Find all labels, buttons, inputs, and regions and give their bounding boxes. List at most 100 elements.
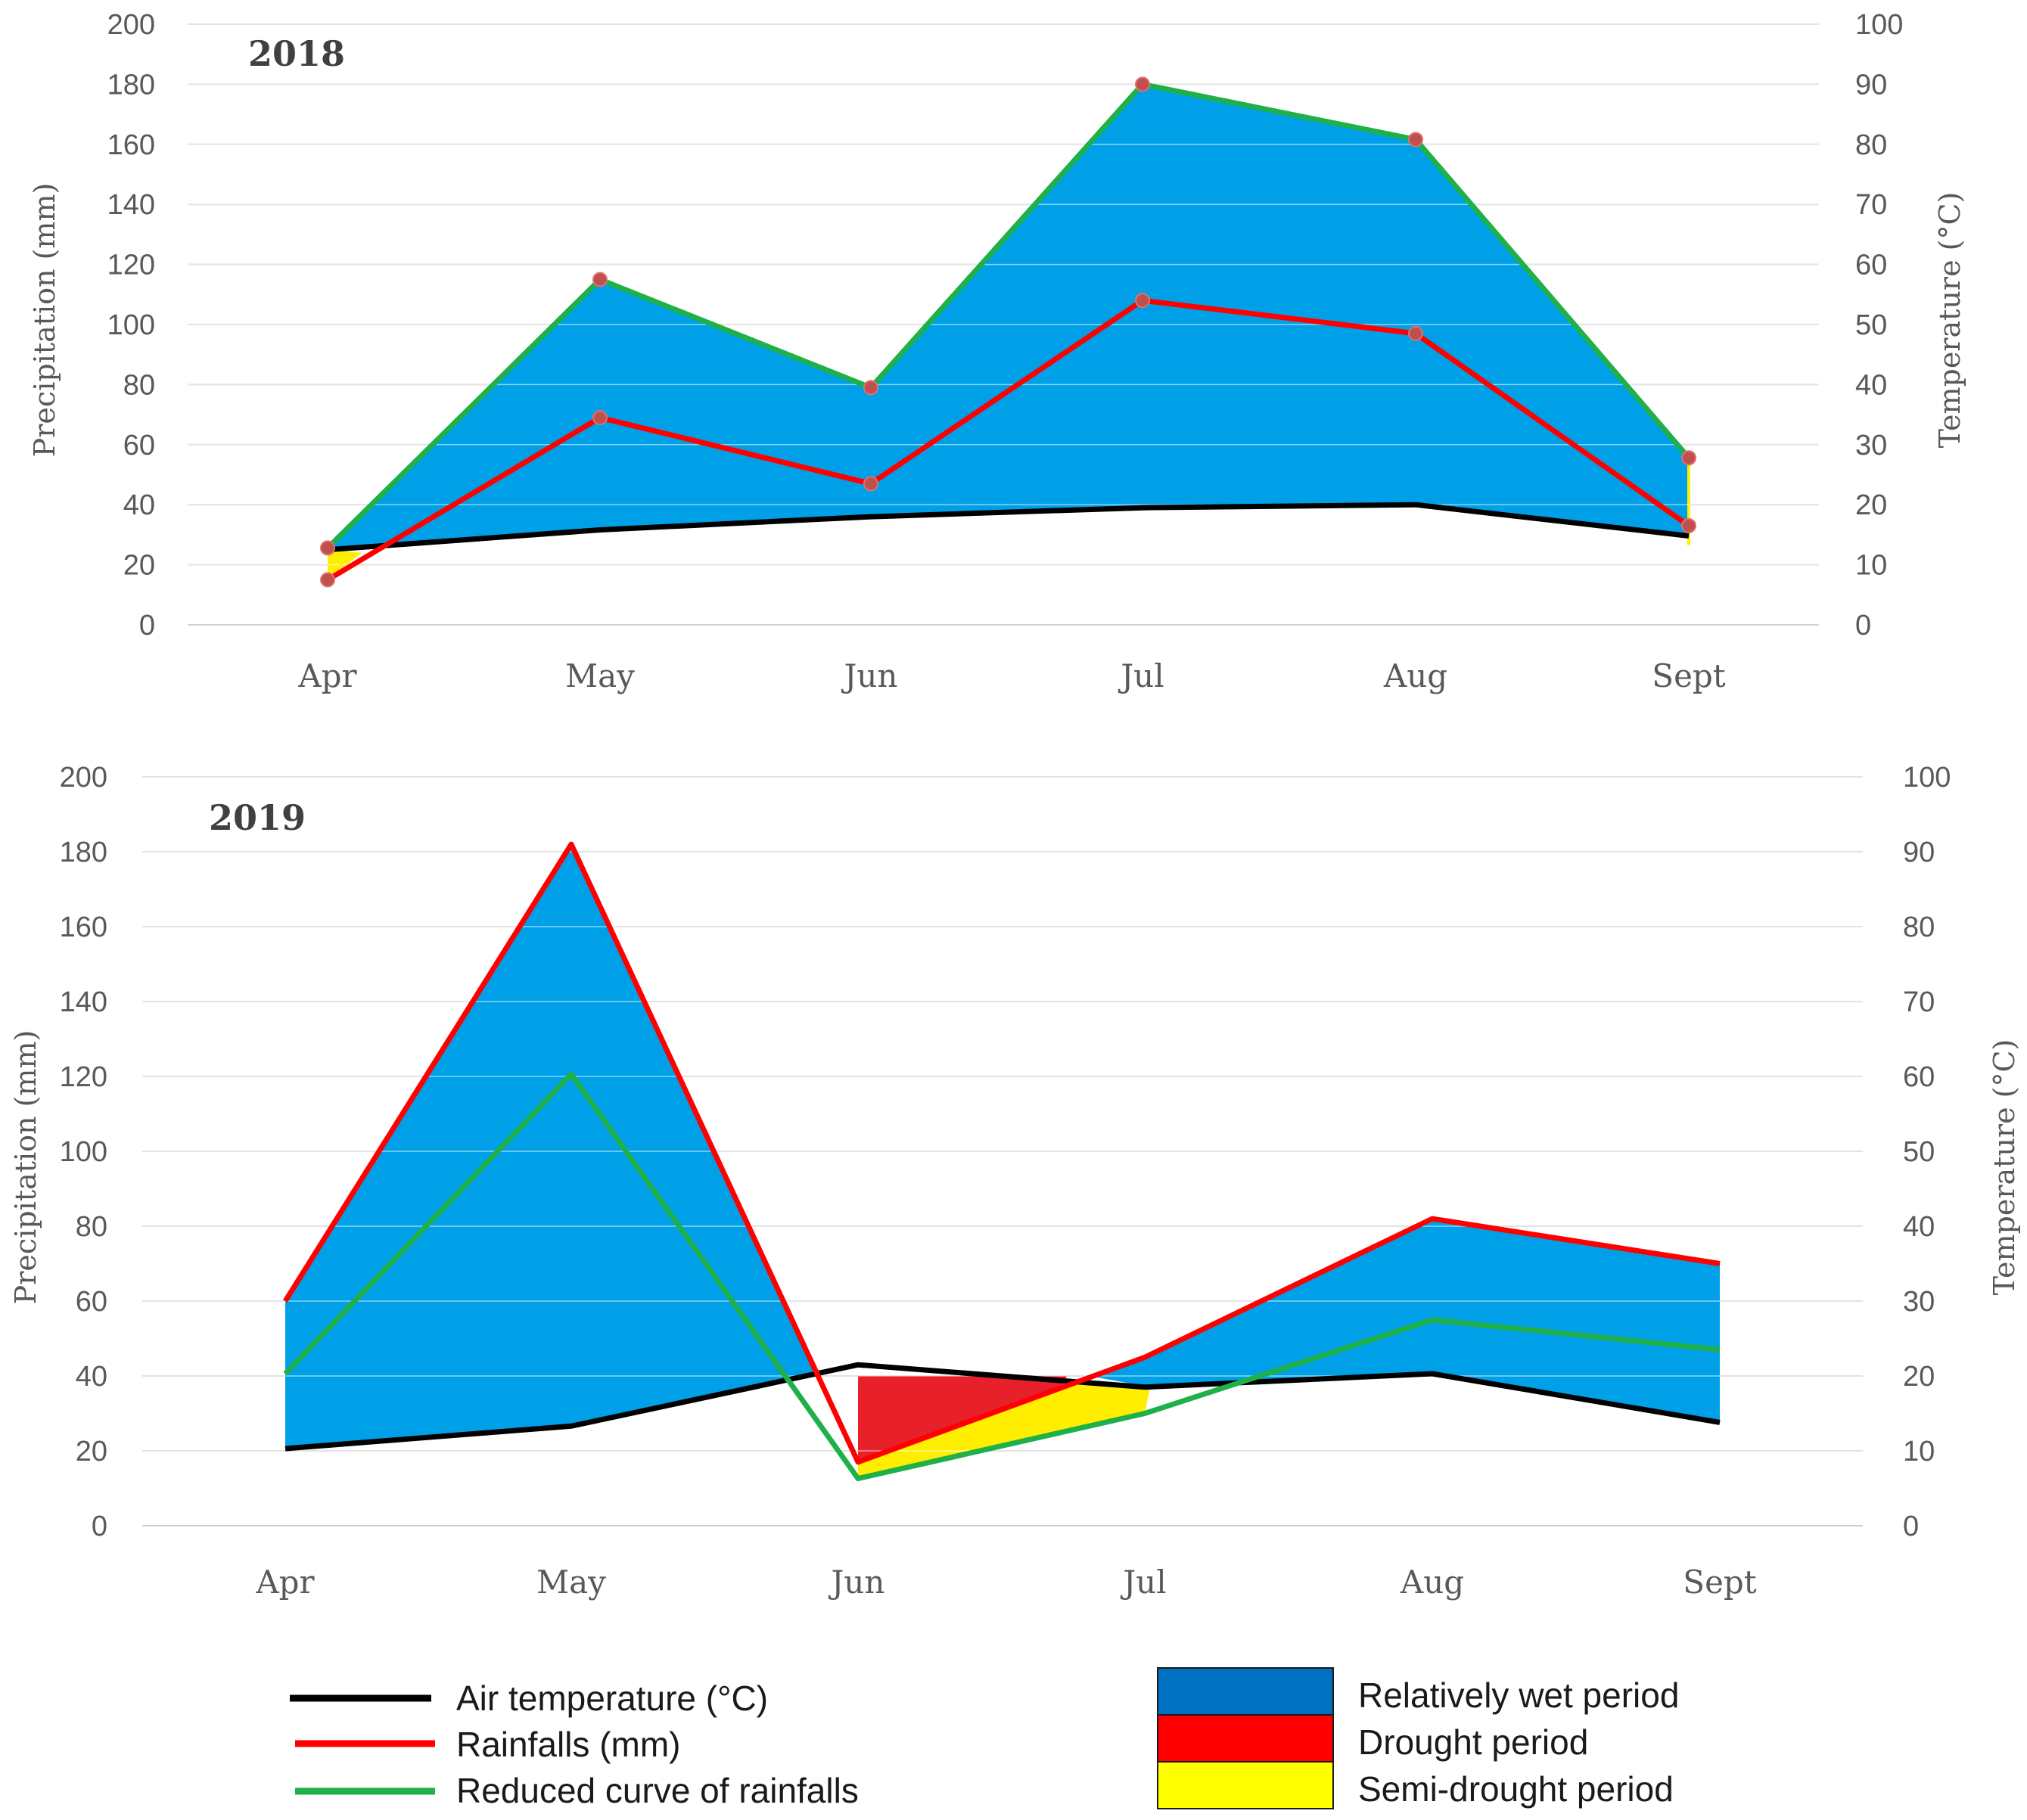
chart-2019-y2tick-label: 10 <box>1903 1436 1935 1467</box>
chart-2018-series-rainfalls <box>326 297 1691 582</box>
chart-2018-xtick-label: Aug <box>1383 657 1447 694</box>
chart-2018-xtick-label: Apr <box>297 657 357 694</box>
chart-2019-y2tick-label: 30 <box>1903 1286 1935 1318</box>
legend-label-rainfalls: Rainfalls (mm) <box>456 1725 680 1764</box>
chart-2018-point-rainfalls <box>1408 325 1423 341</box>
chart-2018-point-rainfalls <box>320 572 335 588</box>
chart-2019-ytick-label: 20 <box>76 1436 107 1467</box>
chart-2019-ytick-label: 80 <box>76 1211 107 1243</box>
chart-2018-y2label: Temperature (°C) <box>1933 192 1966 449</box>
chart-2019-wet-period-area <box>285 844 825 1449</box>
chart-2019-period-fills <box>142 776 1863 1479</box>
chart-2019-y2tick-label: 50 <box>1903 1136 1935 1168</box>
chart-2019-series-reduced-curve <box>283 1071 1721 1482</box>
chart-2018-series-air-temperature <box>327 502 1690 553</box>
chart-2019-ticks: 0 0 20 10 40 20 60 30 80 40 100 50 120 60 140 70 160 80 18… <box>60 762 1951 1601</box>
chart-2018-point-rainfalls <box>863 476 878 492</box>
chart-2018-ylabel: Precipitation (mm) <box>28 183 61 458</box>
chart-2019-ytick-label: 180 <box>60 837 107 868</box>
legend-swatch-drought-period <box>1157 1714 1334 1763</box>
legend: Air temperature (°C) Rainfalls (mm) Redu… <box>290 1667 1679 1810</box>
chart-2018-y2tick-label: 10 <box>1855 550 1887 582</box>
chart-2019-ytick-label: 140 <box>60 986 107 1018</box>
chart-2019-wet-period-area <box>1090 1219 1720 1423</box>
chart-2018-point-reduced-curve <box>1681 450 1696 466</box>
chart-2019-y2tick-label: 80 <box>1903 912 1935 943</box>
chart-2019-y2tick-label: 100 <box>1903 762 1951 794</box>
chart-2018-ytick-label: 0 <box>139 610 155 641</box>
chart-2019-y2tick-label: 70 <box>1903 986 1935 1018</box>
chart-2019-xtick-label: Aug <box>1400 1564 1464 1601</box>
chart-2018-ytick-label: 60 <box>123 430 155 461</box>
chart-2018: 0 0 20 10 40 20 60 30 80 40 100 50 120 60 140 70 160 80 18… <box>28 9 1966 694</box>
chart-2019-xtick-label: May <box>536 1564 606 1601</box>
chart-2018-period-fills <box>188 23 1819 580</box>
chart-2018-y2tick-label: 0 <box>1855 610 1871 641</box>
chart-2018-ytick-label: 180 <box>107 69 155 101</box>
chart-2019-y2tick-label: 90 <box>1903 837 1935 868</box>
legend-label-semi-drought-period: Semi-drought period <box>1358 1769 1674 1809</box>
legend-swatch-semi-drought-period <box>1157 1761 1334 1809</box>
chart-2018-y2tick-label: 100 <box>1855 9 1903 41</box>
chart-2018-wet-period-area <box>328 84 1689 550</box>
chart-2018-point-reduced-curve <box>320 540 335 556</box>
legend-label-air-temperature: Air temperature (°C) <box>456 1679 768 1718</box>
chart-2018-series <box>320 76 1696 588</box>
legend-label-reduced-curve: Reduced curve of rainfalls <box>456 1771 859 1810</box>
chart-2019-y2tick-label: 60 <box>1903 1061 1935 1093</box>
chart-2018-point-reduced-curve <box>863 380 878 396</box>
chart-2018-y2tick-label: 70 <box>1855 189 1887 221</box>
legend-label-wet-period: Relatively wet period <box>1358 1676 1679 1715</box>
chart-2019-ytick-label: 0 <box>92 1511 107 1542</box>
chart-2019-ytick-label: 160 <box>60 912 107 943</box>
chart-2018-y2tick-label: 20 <box>1855 489 1887 521</box>
chart-2019-xtick-label: Jun <box>829 1564 885 1601</box>
chart-2018-point-reduced-curve <box>592 272 608 287</box>
chart-2018-y2tick-label: 50 <box>1855 309 1887 341</box>
chart-2018-point-rainfalls <box>592 410 608 426</box>
legend-swatch-wet-period <box>1157 1667 1334 1716</box>
chart-2018-point-reduced-curve <box>1135 76 1150 92</box>
chart-2018-ytick-label: 20 <box>123 550 155 582</box>
chart-2019-y2tick-label: 0 <box>1903 1511 1919 1542</box>
chart-2019-xtick-label: Sept <box>1683 1564 1757 1601</box>
chart-2019-y2tick-label: 20 <box>1903 1361 1935 1393</box>
chart-2018-ticks: 0 0 20 10 40 20 60 30 80 40 100 50 120 60 140 70 160 80 18… <box>107 9 1904 694</box>
chart-2019-xtick-label: Apr <box>255 1564 315 1601</box>
legend-label-drought-period: Drought period <box>1358 1722 1588 1762</box>
chart-2018-ytick-label: 200 <box>107 9 155 41</box>
chart-2018-y2tick-label: 90 <box>1855 69 1887 101</box>
chart-2018-ytick-label: 160 <box>107 129 155 161</box>
chart-2019-y2label: Temperature (°C) <box>1988 1039 2021 1296</box>
chart-2018-ytick-label: 80 <box>123 369 155 401</box>
chart-2018-ytick-label: 120 <box>107 250 155 281</box>
chart-2019-series-air-temperature <box>284 1362 1721 1452</box>
chart-2019-semi-drought-area <box>858 1383 1150 1479</box>
chart-2018-y2tick-label: 40 <box>1855 369 1887 401</box>
chart-2019-xtick-label: Jul <box>1120 1564 1166 1601</box>
chart-2018-point-rainfalls <box>1135 293 1150 309</box>
chart-2019-series <box>283 841 1721 1482</box>
chart-2018-xtick-label: Jul <box>1118 657 1164 694</box>
chart-2018-xtick-label: Sept <box>1652 657 1726 694</box>
chart-2018-series-reduced-curve <box>325 81 1691 550</box>
chart-2019-ytick-label: 120 <box>60 1061 107 1093</box>
chart-2018-ytick-label: 100 <box>107 309 155 341</box>
chart-2018-ytick-label: 40 <box>123 489 155 521</box>
chart-2019-series-rainfalls <box>283 841 1721 1465</box>
chart-2018-ytick-label: 140 <box>107 189 155 221</box>
chart-2018-point-reduced-curve <box>1408 132 1423 148</box>
chart-2019-ytick-label: 60 <box>76 1286 107 1318</box>
chart-2018-point-rainfalls <box>1681 517 1696 533</box>
chart-2019-ytick-label: 100 <box>60 1136 107 1168</box>
chart-2019-ylabel: Precipitation (mm) <box>9 1030 42 1305</box>
chart-2018-title: 2018 <box>248 33 345 74</box>
chart-2018-y2tick-label: 80 <box>1855 129 1887 161</box>
chart-2018-y2tick-label: 60 <box>1855 250 1887 281</box>
chart-2019-ytick-label: 40 <box>76 1361 107 1393</box>
chart-2018-y2tick-label: 30 <box>1855 430 1887 461</box>
chart-2019-y2tick-label: 40 <box>1903 1211 1935 1243</box>
chart-2019: 0 0 20 10 40 20 60 30 80 40 100 50 120 60 140 70 160 80 18… <box>9 762 2021 1601</box>
chart-2019-title: 2019 <box>209 797 306 838</box>
